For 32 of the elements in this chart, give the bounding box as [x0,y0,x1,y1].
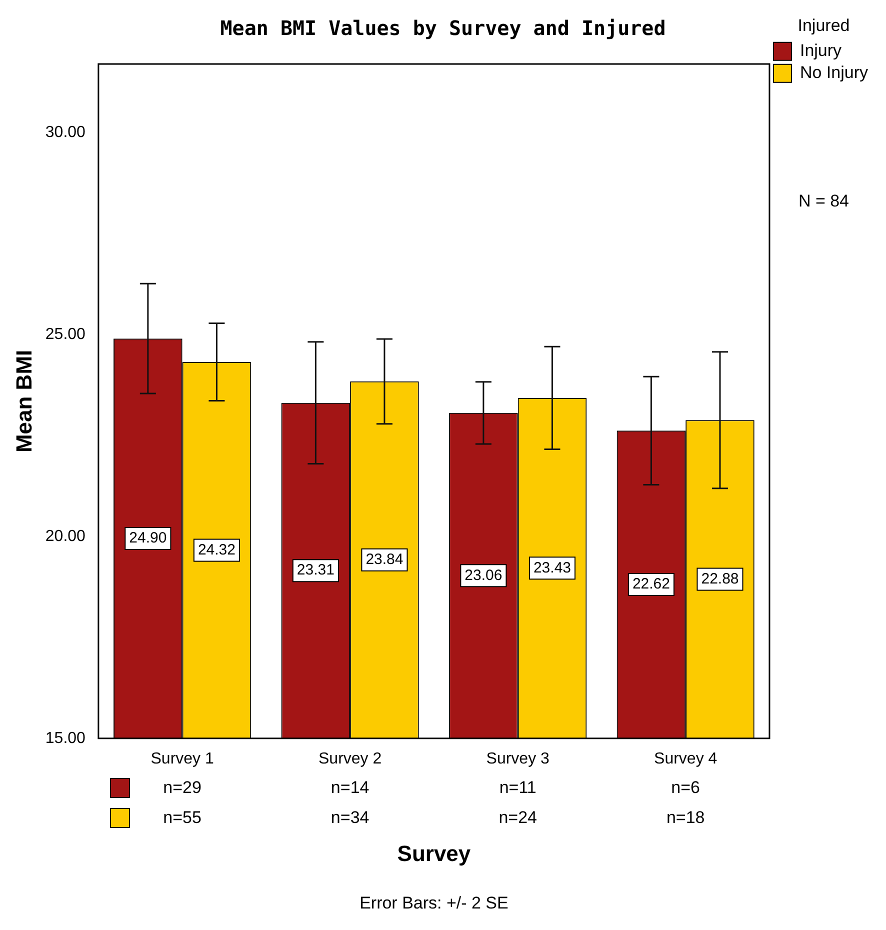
legend-label: Injury [800,41,842,60]
annotation: n=18 [666,808,705,828]
data-label: 23.06 [464,566,502,584]
legend-label: No Injury [800,63,868,82]
chart-title: Mean BMI Values by Survey and Injured [220,16,666,40]
data-label: 23.31 [296,562,334,579]
y-tick-label: 25.00 [45,326,86,343]
x-tick-label: Survey 2 [318,750,382,768]
annotation: n=24 [498,808,537,828]
y-tick-label: 20.00 [45,528,86,545]
annotation: n=11 [499,778,536,798]
data-label: 24.90 [129,530,167,547]
x-axis-title: Survey [397,840,472,866]
x-tick-label: Survey 3 [486,750,550,768]
data-label: 22.62 [632,576,670,593]
text: N = 84 [798,192,850,211]
data-label: 22.88 [701,570,739,588]
x-tick-label: Survey 4 [654,750,718,768]
annotation: n=55 [163,808,202,828]
annotation: n=14 [330,778,370,798]
data-label: 24.32 [198,541,236,558]
text: Error Bars: +/- 2 SE [360,894,508,913]
x-tick-label: Survey 1 [150,750,214,768]
annotation: n=29 [163,778,202,798]
annotation: n=34 [330,808,370,828]
data-label: 23.43 [533,559,571,576]
data-label: 23.84 [366,551,404,568]
y-tick-label: 30.00 [45,124,86,142]
y-axis-title: Mean BMI [11,350,36,453]
legend-title: Injured [798,16,850,36]
annotation: n=6 [671,778,700,798]
y-tick-label: 15.00 [45,730,86,747]
